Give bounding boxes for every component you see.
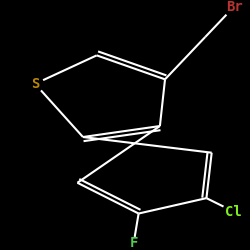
Text: Br: Br (226, 0, 242, 14)
Text: Cl: Cl (225, 204, 242, 218)
Text: F: F (130, 236, 138, 250)
Text: S: S (31, 77, 39, 91)
